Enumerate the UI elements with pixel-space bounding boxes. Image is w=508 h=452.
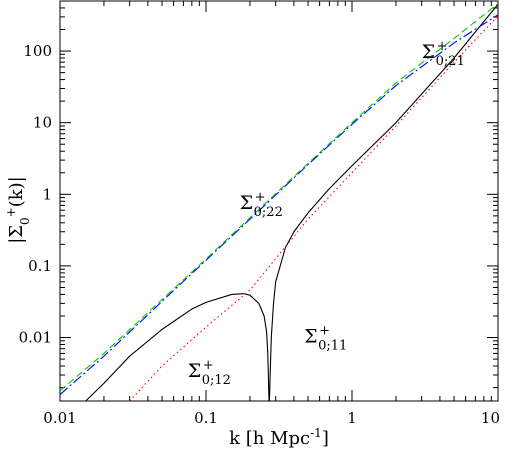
y-tick-label: 0.1 (28, 257, 52, 275)
series-line-sigma12 (129, 15, 499, 402)
y-tick-label: 0.01 (19, 329, 52, 347)
label-sigma22: Σ +0;22 (240, 190, 283, 220)
x-tick-label: 0.1 (194, 409, 218, 427)
y-axis-title-sub: 0 (18, 217, 32, 225)
y-axis-title-arg: (k) (6, 182, 27, 207)
tick-labels: 0.01 0.1 1 10 0.01 0.1 1 10 100 (19, 42, 500, 427)
x-axis-title-main: k [h Mpc (229, 428, 310, 449)
y-tick-label: 10 (33, 114, 52, 132)
label-sigma12-sub: 0;12 (202, 373, 231, 388)
minor-ticks (60, 0, 498, 401)
label-sigma21-sigma: Σ (422, 41, 435, 63)
y-axis-title-sup: + (4, 207, 18, 217)
y-axis-title-bar: | (6, 238, 27, 244)
y-tick-label: 100 (23, 42, 52, 60)
series-layer (59, 3, 499, 402)
y-axis-title: |Σ0+(k)| (4, 176, 32, 244)
x-tick-label: 0.01 (43, 409, 76, 427)
label-sigma12: Σ +0;12 (188, 358, 231, 388)
y-axis-title-sigma: Σ (6, 225, 27, 238)
label-sigma11: Σ +0;11 (304, 324, 347, 354)
label-sigma22-sup: + (255, 190, 266, 205)
label-sigma22-sigma: Σ (240, 192, 253, 214)
label-sigma11-sup: + (319, 324, 330, 339)
y-axis-title-bar-right: | (6, 176, 27, 182)
label-sigma11-sub: 0;11 (318, 339, 347, 354)
series-line-sigma21 (59, 14, 499, 395)
label-sigma21: Σ +0;21 (422, 39, 465, 69)
major-ticks (59, 1, 498, 401)
x-axis-title-sup: -1 (310, 426, 322, 440)
x-tick-label: 1 (347, 409, 357, 427)
label-sigma21-sub: 0;21 (436, 54, 465, 69)
y-tick-label: 1 (42, 185, 52, 203)
label-sigma12-sigma: Σ (188, 360, 201, 382)
label-sigma22-sub: 0;22 (254, 205, 283, 220)
x-tick-label: 10 (481, 409, 500, 427)
annotations: Σ +0;21Σ +0;22Σ +0;11Σ +0;12 (188, 39, 465, 388)
series-line-sigma11 (85, 3, 499, 402)
x-axis-title-close: ] (322, 428, 329, 449)
label-sigma11-sigma: Σ (304, 326, 317, 348)
label-sigma21-sup: + (437, 39, 448, 54)
label-sigma12-sup: + (203, 358, 214, 373)
x-axis-title: k [h Mpc-1] (229, 426, 329, 449)
